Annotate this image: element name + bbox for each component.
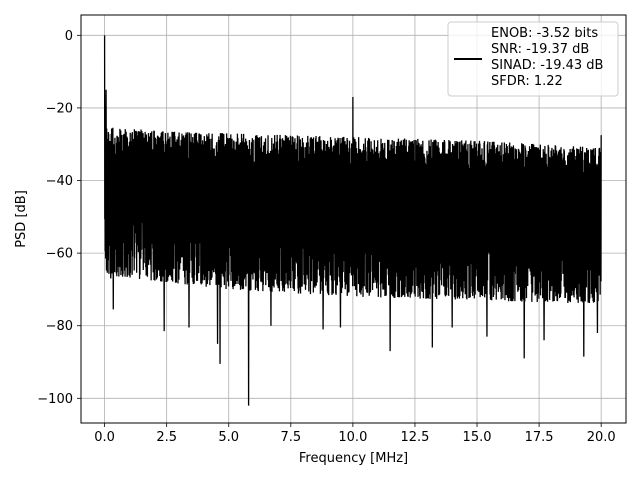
x-tick-label: 2.5 <box>156 430 177 445</box>
y-tick-label: −20 <box>46 101 73 116</box>
psd-series-line <box>103 35 602 406</box>
y-tick-label: −80 <box>46 319 73 334</box>
legend-enob: ENOB: -3.52 bits <box>491 26 598 41</box>
legend-snr: SNR: -19.37 dB <box>491 42 589 57</box>
y-tick-label: −100 <box>37 392 73 407</box>
legend-sinad: SINAD: -19.43 dB <box>491 58 603 73</box>
legend-box <box>447 21 619 97</box>
y-axis-label: PSD [dB] <box>14 190 29 248</box>
x-axis-label: Frequency [MHz] <box>299 451 408 466</box>
x-tick-label: 7.5 <box>280 430 301 445</box>
y-tick-label: 0 <box>65 29 73 44</box>
x-tick-label: 10.0 <box>338 430 367 445</box>
x-tick-label: 17.5 <box>525 430 554 445</box>
axes-frame <box>80 14 627 424</box>
ticks: 0.0 2.5 5.0 7.5 10.0 12.5 15.0 17.5 20.0 0 −20 −40 −… <box>37 29 615 445</box>
x-tick-label: 20.0 <box>587 430 616 445</box>
x-tick-label: 0.0 <box>94 430 115 445</box>
x-tick-label: 5.0 <box>218 430 239 445</box>
y-tick-label: −40 <box>46 174 73 189</box>
y-tick-label: −60 <box>46 247 73 262</box>
legend-sfdr: SFDR: 1.22 <box>491 74 563 89</box>
plot-area <box>103 35 602 406</box>
x-tick-label: 15.0 <box>463 430 492 445</box>
legend: ENOB: -3.52 bits SNR: -19.37 dB SINAD: -… <box>447 21 619 97</box>
x-tick-label: 12.5 <box>400 430 429 445</box>
